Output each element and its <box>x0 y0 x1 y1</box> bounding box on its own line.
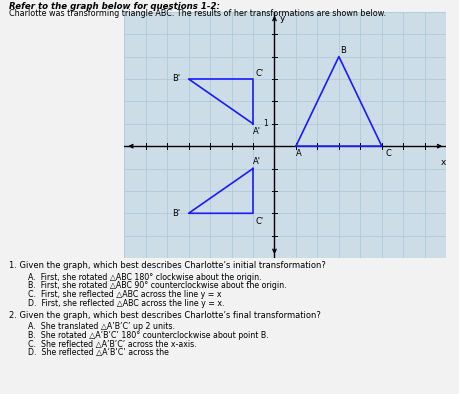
Text: C: C <box>385 149 390 158</box>
Text: Refer to the graph below for questions 1-2:: Refer to the graph below for questions 1… <box>9 2 220 11</box>
Text: D.  She reflected △A’B’C’ across the: D. She reflected △A’B’C’ across the <box>28 348 168 357</box>
Text: A': A' <box>253 127 261 136</box>
Text: C': C' <box>255 69 263 78</box>
Text: A.  She translated △A’B’C’ up 2 units.: A. She translated △A’B’C’ up 2 units. <box>28 322 174 331</box>
Text: D.  First, she reflected △ABC across the line y = x.: D. First, she reflected △ABC across the … <box>28 299 224 308</box>
Text: 2. Given the graph, which best describes Charlotte’s final transformation?: 2. Given the graph, which best describes… <box>9 311 320 320</box>
Text: y: y <box>279 14 285 23</box>
Text: C.  First, she reflected △ABC across the line y = x: C. First, she reflected △ABC across the … <box>28 290 221 299</box>
Text: 1: 1 <box>263 119 268 128</box>
Text: B: B <box>340 46 345 56</box>
Text: x: x <box>439 158 445 167</box>
Text: B': B' <box>171 209 179 218</box>
Text: B.  First, she rotated △ABC 90° counterclockwise about the origin.: B. First, she rotated △ABC 90° countercl… <box>28 281 285 290</box>
Text: B': B' <box>171 74 179 84</box>
Text: 1. Given the graph, which best describes Charlotte’s initial transformation?: 1. Given the graph, which best describes… <box>9 261 325 270</box>
Text: B.  She rotated △A’B’C’ 180° counterclockwise about point B.: B. She rotated △A’B’C’ 180° counterclock… <box>28 331 268 340</box>
Text: C': C' <box>255 217 263 226</box>
Text: A': A' <box>253 157 261 166</box>
Text: A.  First, she rotated △ABC 180° clockwise about the origin.: A. First, she rotated △ABC 180° clockwis… <box>28 273 261 282</box>
Text: A: A <box>296 149 302 158</box>
Text: C.  She reflected △A’B’C’ across the x-axis.: C. She reflected △A’B’C’ across the x-ax… <box>28 340 196 349</box>
Text: Charlotte was transforming triangle ABC. The results of her transformations are : Charlotte was transforming triangle ABC.… <box>9 9 386 18</box>
